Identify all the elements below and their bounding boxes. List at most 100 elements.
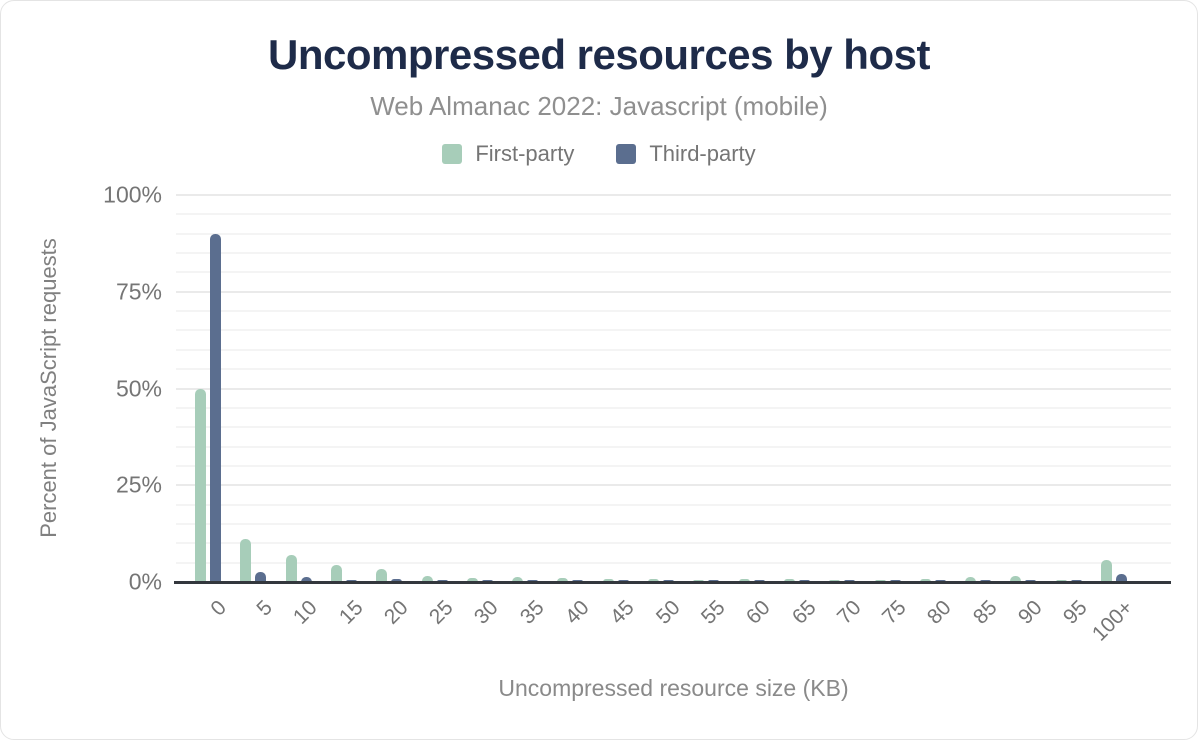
gridline-75 — [176, 290, 1171, 293]
gridline-50 — [176, 387, 1171, 390]
bar-first-party-65 — [783, 578, 795, 582]
x-tick-label: 5 — [252, 596, 277, 621]
x-tick-label: 25 — [424, 596, 458, 629]
third-party-swatch-icon — [616, 144, 637, 164]
bar-group-60 — [738, 195, 765, 582]
gridline-20 — [176, 503, 1171, 506]
bar-group-90 — [1010, 195, 1037, 582]
x-tick-label: 40 — [560, 596, 594, 629]
bar-group-75 — [874, 195, 901, 582]
gridline-25 — [176, 484, 1171, 487]
y-tick-label: 100% — [103, 181, 162, 208]
x-tick-label: 30 — [470, 596, 504, 629]
x-tick-label: 65 — [787, 596, 821, 629]
gridline-35 — [176, 445, 1171, 448]
x-axis-tick-labels: 0 5 10 15 20 25 30 35 40 45 50 55 60 65 70 75 80 85 90 95 10… — [176, 582, 1171, 652]
y-tick-label: 75% — [115, 278, 162, 305]
bar-group-20 — [376, 195, 403, 582]
y-tick-label: 50% — [115, 375, 162, 401]
y-axis-tick-labels: 0% 25% 50% 75% 100% — [1, 182, 162, 595]
bar-group-80 — [919, 195, 946, 582]
gridline-90 — [176, 232, 1171, 235]
bar-group-85 — [965, 195, 992, 582]
x-tick-label: 70 — [832, 596, 866, 629]
legend-label-first-party: First-party — [475, 141, 575, 166]
bar-group-65 — [783, 195, 810, 582]
x-tick-label: 10 — [289, 596, 322, 629]
gridline-80 — [176, 271, 1171, 274]
bar-first-party-45 — [602, 578, 614, 582]
bar-first-party-80 — [919, 579, 931, 582]
y-axis-title: Percent of JavaScript requests — [36, 238, 61, 538]
bar-first-party-35 — [512, 576, 524, 582]
bar-first-party-100+ — [1101, 559, 1112, 582]
gridline-70 — [176, 310, 1171, 313]
x-tick-label: 85 — [968, 596, 1002, 629]
bar-group-10 — [285, 195, 312, 582]
gridline-100 — [176, 194, 1171, 196]
bar-group-95 — [1055, 195, 1082, 582]
bar-first-party-55 — [693, 579, 705, 582]
gridline-60 — [176, 348, 1171, 351]
x-tick-label: 80 — [923, 596, 957, 629]
bar-first-party-10 — [285, 554, 297, 582]
bar-third-party-100+ — [1116, 573, 1127, 582]
chart-title: Uncompressed resources by host — [268, 31, 930, 78]
gridline-5 — [176, 561, 1171, 564]
bar-first-party-40 — [557, 578, 569, 582]
x-tick-label: 15 — [334, 596, 368, 629]
x-tick-label: 20 — [379, 596, 413, 629]
bar-group-35 — [512, 195, 539, 582]
gridline-30 — [176, 464, 1171, 467]
gridline-65 — [176, 329, 1171, 332]
legend-label-third-party: Third-party — [649, 141, 756, 166]
gridline-85 — [176, 252, 1171, 255]
x-tick-label: 90 — [1013, 596, 1047, 629]
bar-group-45 — [602, 195, 629, 582]
x-tick-label: 45 — [606, 596, 639, 629]
gridline-45 — [176, 406, 1171, 409]
y-tick-label: 0% — [128, 568, 162, 595]
gridline-95 — [176, 213, 1171, 216]
legend-item-first-party: First-party — [442, 141, 574, 167]
gridline-40 — [176, 426, 1171, 429]
bar-third-party-0 — [210, 233, 221, 582]
x-tick-label: 55 — [696, 596, 730, 629]
bar-first-party-0 — [195, 388, 206, 582]
bar-third-party-10 — [300, 576, 312, 582]
first-party-swatch-icon — [442, 144, 463, 164]
gridline-10 — [176, 542, 1171, 545]
bar-third-party-15 — [345, 579, 357, 582]
bar-group-55 — [693, 195, 720, 582]
x-tick-label: 100+ — [1087, 596, 1138, 646]
bar-group-30 — [466, 195, 493, 582]
bar-group-40 — [557, 195, 584, 582]
bar-first-party-85 — [965, 577, 977, 582]
bar-first-party-5 — [240, 539, 252, 582]
x-tick-label: 75 — [877, 596, 911, 629]
gridline-55 — [176, 368, 1171, 371]
x-tick-label: 60 — [742, 596, 775, 629]
bar-third-party-5 — [255, 572, 267, 582]
bar-first-party-25 — [421, 576, 433, 582]
bar-first-party-90 — [1010, 576, 1022, 582]
x-tick-label: 35 — [515, 596, 549, 629]
bar-group-25 — [421, 195, 448, 582]
bar-first-party-50 — [648, 579, 659, 582]
bar-first-party-30 — [466, 577, 478, 582]
gridline-15 — [176, 522, 1171, 525]
x-tick-label: 50 — [651, 596, 685, 629]
x-tick-label: 95 — [1059, 596, 1092, 629]
bar-first-party-15 — [330, 564, 342, 582]
x-axis-line — [174, 581, 1171, 584]
bar-first-party-20 — [376, 568, 388, 582]
bar-group-70 — [829, 195, 856, 582]
bar-group-5 — [240, 195, 267, 582]
bar-third-party-20 — [391, 578, 403, 582]
bar-group-0 — [195, 195, 221, 582]
bar-group-50 — [648, 195, 674, 582]
y-tick-label: 25% — [115, 471, 162, 498]
legend: First-party Third-party — [1, 141, 1197, 167]
x-axis-title: Uncompressed resource size (KB) — [498, 675, 849, 701]
